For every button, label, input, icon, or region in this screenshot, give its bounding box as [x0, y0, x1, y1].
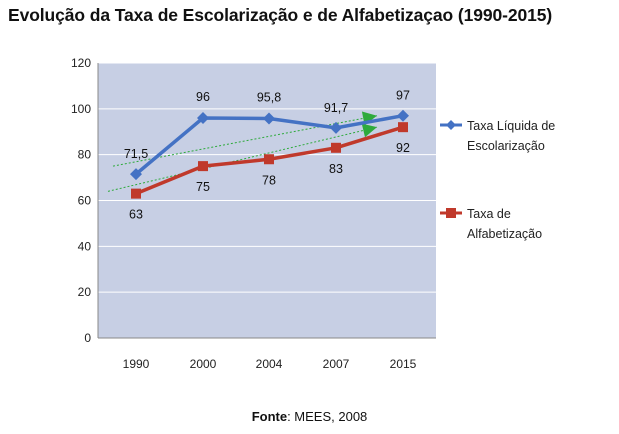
data-point [197, 112, 209, 124]
y-tick-label: 120 [71, 56, 91, 70]
data-label: 78 [262, 173, 276, 187]
source-label: Fonte [251, 409, 288, 424]
data-point [131, 188, 141, 199]
source-note: Fonte: MEES, 2008 [0, 409, 619, 424]
data-point [331, 142, 341, 153]
legend-label: Taxa Líquida de [467, 119, 555, 133]
data-label: 63 [129, 208, 143, 222]
y-tick-label: 100 [71, 102, 91, 116]
legend-label: Alfabetização [467, 227, 542, 241]
data-point [198, 161, 208, 172]
legend-marker [446, 120, 456, 130]
data-label: 92 [396, 141, 410, 155]
x-tick-label: 2004 [256, 357, 283, 371]
data-point [398, 122, 408, 133]
data-label: 95,8 [257, 90, 281, 104]
y-tick-label: 40 [78, 239, 92, 253]
data-point [264, 154, 274, 165]
data-label: 91,7 [324, 101, 348, 115]
data-label: 97 [396, 89, 410, 103]
x-tick-label: 2015 [390, 357, 417, 371]
y-tick-label: 20 [78, 285, 92, 299]
chart-title: Evolução da Taxa de Escolarização e de A… [8, 5, 553, 25]
data-point [397, 109, 409, 122]
data-point [130, 168, 142, 181]
legend: Taxa Líquida de Escolarização Taxa de Alfab… [440, 119, 555, 241]
series-layer: 71,5 96 95,8 91,7 97 63 75 78 83 92 [124, 89, 410, 222]
data-label: 83 [329, 162, 343, 176]
axes: 0 20 40 60 80 100 120 1990 2000 2004 2007 2015 [71, 56, 436, 371]
data-label: 75 [196, 180, 210, 194]
gridlines [98, 62, 436, 293]
data-label: 96 [196, 90, 210, 104]
y-tick-label: 80 [78, 148, 92, 162]
trend-arrow [361, 123, 377, 138]
data-point [263, 112, 275, 125]
data-label: 71,5 [124, 147, 148, 161]
legend-label: Escolarização [467, 139, 545, 153]
x-tick-label: 2000 [190, 357, 217, 371]
data-point [330, 121, 342, 134]
y-tick-label: 0 [84, 331, 91, 345]
x-tick-label: 2007 [323, 357, 350, 371]
legend-marker [446, 208, 456, 218]
source-value: : MEES, 2008 [287, 409, 368, 424]
x-tick-label: 1990 [123, 357, 150, 371]
y-tick-label: 60 [78, 194, 92, 208]
legend-label: Taxa de [467, 207, 511, 221]
